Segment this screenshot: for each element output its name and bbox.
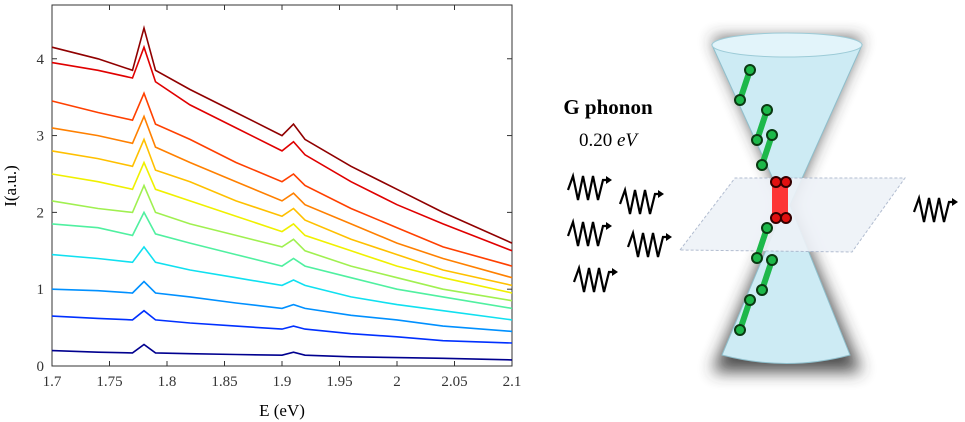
photon-wave: [566, 174, 614, 202]
y-tick-label: 1: [37, 282, 45, 298]
phonon-label: G phonon: [563, 95, 653, 119]
spectrum-line: [51, 44, 513, 252]
diagram: G phonon 0.20 eV: [563, 32, 960, 372]
x-tick-label: 1.95: [326, 374, 352, 390]
x-tick-label: 2.05: [441, 374, 467, 390]
photon-wave: [626, 231, 674, 259]
spectrum-line: [51, 183, 513, 302]
photon-wave: [912, 196, 960, 224]
plot-frame: [51, 4, 513, 367]
cone-top: [711, 32, 863, 58]
x-tick-label: 2: [393, 374, 401, 390]
energy-unit: eV: [617, 130, 639, 151]
x-axis-label: E (eV): [259, 401, 305, 420]
x-tick-label: 1.8: [158, 374, 177, 390]
photon-wave: [618, 188, 666, 216]
y-tick-label: 0: [37, 359, 45, 375]
x-tick-label: 1.7: [43, 374, 62, 390]
phonon-pair: [770, 176, 792, 224]
y-axis-label: I(a.u.): [1, 165, 20, 207]
y-tick-label: 2: [37, 205, 45, 221]
y-tick-label: 3: [37, 129, 45, 145]
spectrum-line: [51, 343, 513, 361]
x-tick-label: 1.9: [273, 374, 292, 390]
x-tick-label: 2.1: [503, 374, 522, 390]
y-tick-label: 4: [37, 52, 45, 68]
spectrum-line: [51, 280, 513, 333]
spectrum-line: [51, 137, 513, 287]
photon-wave: [572, 266, 620, 294]
spectrum-line: [51, 91, 513, 267]
spectrum-line: [51, 24, 513, 244]
spectrum-line: [51, 210, 513, 310]
spectrum-line: [51, 309, 513, 344]
phonon-energy: 0.20 eV: [579, 130, 639, 151]
spectrum-line: [51, 114, 513, 279]
photon-wave: [566, 220, 614, 248]
graphene-sheet: [678, 177, 906, 253]
spectrum-line: [51, 245, 513, 321]
spectrum-line: [51, 160, 513, 294]
x-tick-label: 1.85: [211, 374, 237, 390]
energy-value: 0.20: [579, 130, 612, 151]
x-tick-label: 1.75: [96, 374, 122, 390]
